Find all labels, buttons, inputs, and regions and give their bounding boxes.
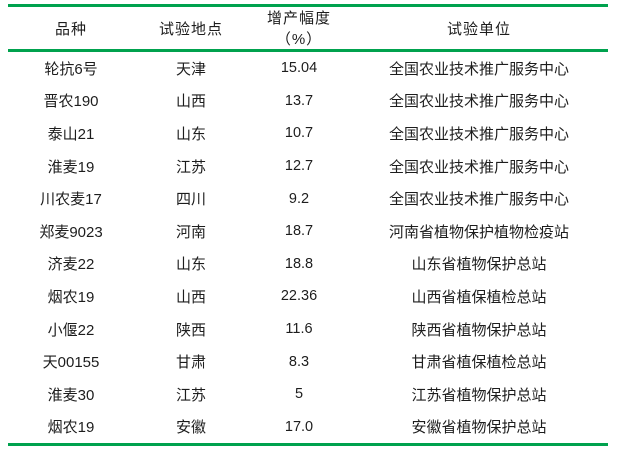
table-cell: 天津 <box>175 60 206 78</box>
table-cell: 15.04 <box>280 60 318 77</box>
table-cell: 全国农业技术推广服务中心 <box>388 158 569 176</box>
table-cell: 济麦22 <box>47 256 95 274</box>
table-cell: 17.0 <box>284 418 314 435</box>
table-cell: 山西 <box>175 93 206 111</box>
table-row: 川农麦17 四川 9.2 全国农业技术推广服务中心 <box>8 182 608 215</box>
table-cell: 小偃22 <box>47 321 95 339</box>
table-cell: 烟农19 <box>47 288 95 306</box>
table-header-row: 品种 试验地点 增产幅度（%） 试验单位 <box>8 5 608 52</box>
column-header-trial-unit: 试验单位 <box>350 5 608 52</box>
table-cell: 8.3 <box>288 353 310 370</box>
table-cell: 山东省植物保护总站 <box>411 256 547 274</box>
table-cell: 12.7 <box>284 158 314 175</box>
table-cell: 18.7 <box>284 223 314 240</box>
table-header: 品种 试验地点 增产幅度（%） 试验单位 <box>8 5 608 52</box>
table-cell: 四川 <box>175 191 206 209</box>
wheat-trial-table: 品种 试验地点 增产幅度（%） 试验单位 轮抗6号 天津 15.04 全国农业技术推广… <box>8 4 608 447</box>
table-row: 烟农19 安徽 17.0 安徽省植物保护总站 <box>8 411 608 445</box>
table-cell: 甘肃 <box>175 354 206 372</box>
table-cell: 泰山21 <box>47 125 95 143</box>
table-row: 泰山21 山东 10.7 全国农业技术推广服务中心 <box>8 117 608 150</box>
table-cell: 9.2 <box>288 190 310 207</box>
table-cell: 10.7 <box>284 125 314 142</box>
table-body: 轮抗6号 天津 15.04 全国农业技术推广服务中心 晋农190 山西 13.7 全国农业技术… <box>8 51 608 445</box>
table-cell: 山西 <box>175 288 206 306</box>
table-cell: 5 <box>294 386 304 403</box>
table-cell: 川农麦17 <box>40 191 102 209</box>
table-cell: 山东 <box>175 125 206 143</box>
table-cell: 烟农19 <box>47 419 95 437</box>
table-cell: 11.6 <box>285 321 313 338</box>
table-cell: 江苏省植物保护总站 <box>411 386 547 404</box>
table-row: 天00155 甘肃 8.3 甘肃省植保植检总站 <box>8 345 608 378</box>
table-cell: 13.7 <box>284 92 314 109</box>
table-cell: 天00155 <box>42 354 100 372</box>
table-cell: 江苏 <box>175 386 206 404</box>
table-row: 淮麦30 江苏 5 江苏省植物保护总站 <box>8 378 608 411</box>
table-cell: 22.36 <box>280 288 318 305</box>
table-row: 晋农190 山西 13.7 全国农业技术推广服务中心 <box>8 85 608 118</box>
table-cell: 全国农业技术推广服务中心 <box>388 93 569 111</box>
table-cell: 晋农190 <box>43 93 99 111</box>
table-cell: 山东 <box>175 256 206 274</box>
table-row: 淮麦19 江苏 12.7 全国农业技术推广服务中心 <box>8 150 608 183</box>
table-cell: 全国农业技术推广服务中心 <box>388 191 569 209</box>
table-row: 郑麦9023 河南 18.7 河南省植物保护植物检疫站 <box>8 215 608 248</box>
table-cell: 安徽省植物保护总站 <box>411 419 547 437</box>
table-row: 烟农19 山西 22.36 山西省植保植检总站 <box>8 280 608 313</box>
table-cell: 安徽 <box>175 419 206 437</box>
table-cell: 江苏 <box>175 158 206 176</box>
table-cell: 河南省植物保护植物检疫站 <box>388 223 569 241</box>
table-row: 小偃22 陕西 11.6 陕西省植物保护总站 <box>8 313 608 346</box>
table-cell: 陕西 <box>175 321 206 339</box>
table-cell: 陕西省植物保护总站 <box>411 321 547 339</box>
column-header-location: 试验地点 <box>134 5 248 52</box>
table-cell: 河南 <box>175 223 206 241</box>
table-row: 济麦22 山东 18.8 山东省植物保护总站 <box>8 248 608 281</box>
table-cell: 甘肃省植保植检总站 <box>411 354 547 372</box>
table-cell: 淮麦19 <box>47 158 95 176</box>
table-cell: 郑麦9023 <box>39 223 103 241</box>
table-cell: 轮抗6号 <box>44 60 98 78</box>
column-header-yield-increase: 增产幅度（%） <box>248 5 350 52</box>
table-cell: 18.8 <box>284 255 314 272</box>
table-cell: 全国农业技术推广服务中心 <box>388 60 569 78</box>
table-row: 轮抗6号 天津 15.04 全国农业技术推广服务中心 <box>8 51 608 85</box>
column-header-variety: 品种 <box>8 5 134 52</box>
table-cell: 淮麦30 <box>47 386 95 404</box>
table-cell: 山西省植保植检总站 <box>411 288 547 306</box>
table-cell: 全国农业技术推广服务中心 <box>388 125 569 143</box>
